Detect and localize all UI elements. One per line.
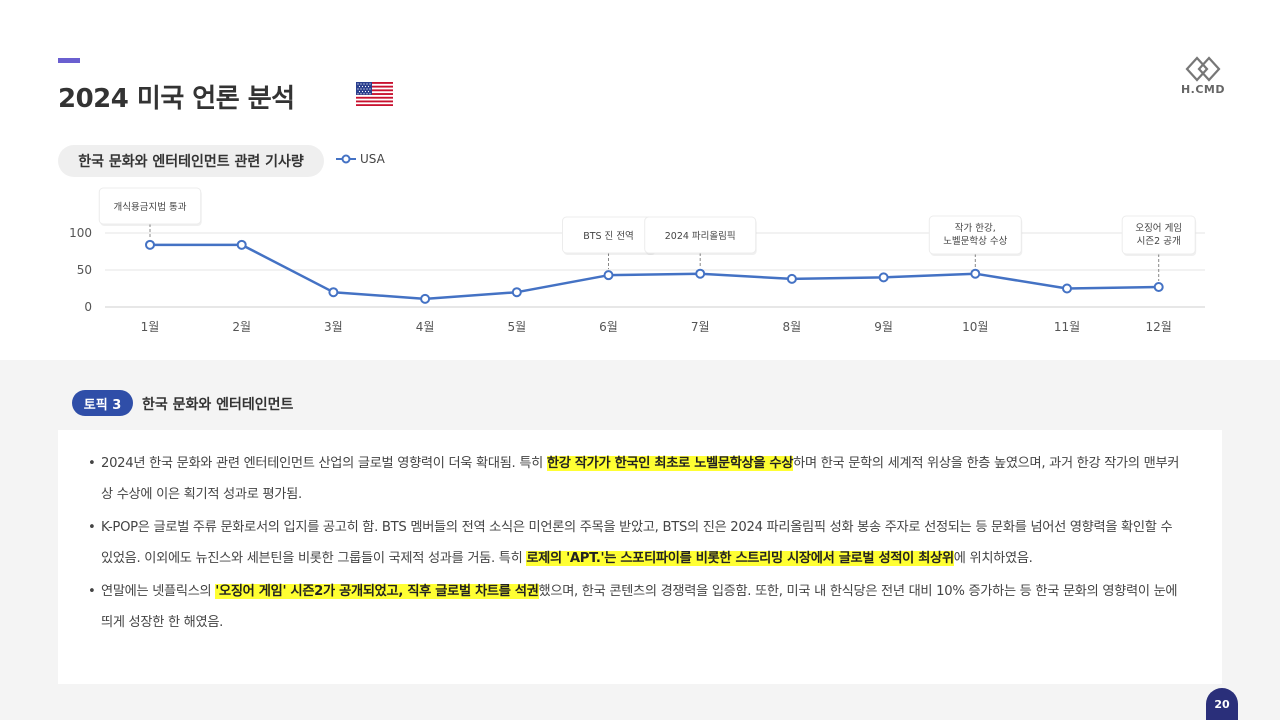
x-tick-label: 11월: [1054, 320, 1080, 334]
x-tick-label: 4월: [416, 320, 435, 334]
page-title: 2024 미국 언론 분석: [58, 84, 295, 114]
data-point: [328, 287, 339, 298]
data-point: [1062, 283, 1072, 294]
annotation-box: [1121, 215, 1196, 255]
annotation-label: 오징어 게임: [1135, 222, 1182, 234]
legend-line-marker-icon: [336, 154, 356, 164]
bullet-text: 했으며, 한국 콘텐츠의 경쟁력을 입증함. 또한, 미국 내 한식당은 전년 …: [101, 584, 1178, 630]
annotation-label: BTS 진 전역: [583, 231, 634, 242]
annotation-label: 개식용금지법 통과: [114, 202, 187, 213]
chart-title-pill: 한국 문화와 엔터테인먼트 관련 기사량: [58, 145, 324, 177]
data-point: [511, 287, 522, 298]
data-point: [878, 272, 889, 283]
topic-badge: 토픽 3: [72, 390, 133, 416]
x-tick-label: 1월: [141, 320, 160, 334]
annotation-label: 시즌2 공개: [1137, 236, 1181, 247]
logo-mark-icon: [1185, 56, 1221, 82]
x-tick-label: 8월: [783, 320, 802, 334]
chart-legend: USA: [336, 152, 385, 166]
bullet-highlight: 한강 작가가 한국인 최초로 노벨문학상을 수상: [546, 456, 794, 471]
bullet-text: K-POP은 글로벌 주류 문화로서의 입지를 공고히 함. BTS 멤버들의 …: [101, 520, 1173, 566]
bullet-item: 2024년 한국 문화와 관련 엔터테인먼트 산업의 글로벌 영향력이 더욱 확…: [88, 448, 1182, 510]
x-tick-label: 2월: [232, 320, 251, 334]
bullet-text: 에 위치하였음.: [953, 551, 1033, 566]
annotation-label: 2024 파리올림픽: [665, 230, 736, 242]
company-logo: H.CMD: [1178, 56, 1228, 102]
x-tick-label: 9월: [874, 320, 893, 334]
x-tick-label: 6월: [599, 320, 618, 334]
series-line: [150, 243, 1159, 301]
bullet-item: 연말에는 넷플릭스의 '오징어 게임' 시즌2가 공개되었고, 직후 글로벌 차…: [88, 576, 1182, 638]
annotation-label: 작가 한강,: [955, 223, 996, 234]
x-tick-label: 12월: [1146, 320, 1172, 334]
data-point: [603, 270, 614, 281]
line-chart: 0 50 100 1월 2월 3월 4월 5월 6월 7월 8월 9월 10월 11월 12월 개식용금지법 …: [69, 187, 1205, 334]
data-point: [1153, 282, 1164, 293]
bullet-text: 연말에는 넷플릭스의: [101, 584, 216, 599]
x-tick-label: 3월: [324, 320, 343, 334]
legend-label: USA: [360, 152, 385, 166]
y-tick-label: 50: [77, 263, 92, 277]
data-point: [695, 268, 706, 279]
data-point: [786, 273, 797, 284]
page-number: 20: [1206, 688, 1238, 720]
title-accent-bar: [58, 58, 80, 63]
y-tick-label: 100: [69, 226, 92, 240]
content-box: 2024년 한국 문화와 관련 엔터테인먼트 산업의 글로벌 영향력이 더욱 확…: [58, 430, 1222, 684]
y-tick-label: 0: [84, 300, 92, 314]
top-section: 2024 미국 언론 분석 H.CMD 한국 문화와 엔터테인먼트 관련 기사량: [58, 56, 1228, 334]
logo-text: H.CMD: [1180, 83, 1226, 96]
data-point: [970, 268, 981, 279]
annotation-box: [928, 215, 1022, 255]
x-tick-label: 7월: [691, 320, 710, 334]
bullet-highlight: '오징어 게임' 시즌2가 공개되었고, 직후 글로벌 차트를 석권: [215, 584, 539, 599]
bullet-item: K-POP은 글로벌 주류 문화로서의 입지를 공고히 함. BTS 멤버들의 …: [88, 512, 1182, 574]
annotation-box: [98, 187, 202, 225]
bullet-text: 2024년 한국 문화와 관련 엔터테인먼트 산업의 글로벌 영향력이 더욱 확…: [101, 456, 547, 471]
data-point: [236, 239, 247, 250]
data-point: [420, 293, 431, 304]
bullet-highlight: 로제의 'APT.'는 스포티파이를 비롯한 스트리밍 시장에서 글로벌 성적이…: [526, 551, 954, 566]
data-point: [145, 239, 155, 250]
annotation-box: [644, 216, 757, 254]
bullet-text: 하며 한국 문학의 세계적 위상을 한층 높였으며, 과거 한강 작가의 맨부커…: [101, 456, 1180, 502]
x-tick-label: 10월: [962, 320, 988, 334]
x-tick-label: 5월: [507, 320, 526, 334]
topic-title: 한국 문화와 엔터테인먼트: [142, 397, 294, 413]
us-flag-icon: [356, 82, 393, 106]
annotation-label: 노벨문학상 수상: [943, 236, 1007, 247]
